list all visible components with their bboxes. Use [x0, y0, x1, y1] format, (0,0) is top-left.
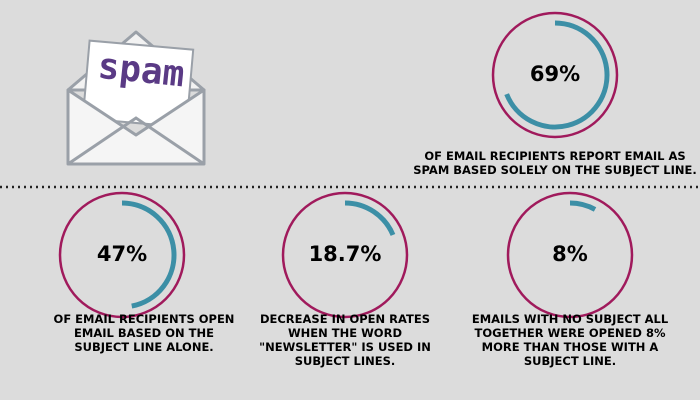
stat-description: OF EMAIL RECIPIENTS REPORT EMAIL AS: [424, 149, 685, 163]
stat-description: "NEWSLETTER" IS USED IN: [259, 340, 431, 354]
stat-description: DECREASE IN OPEN RATES: [260, 312, 430, 326]
stat-description: SUBJECT LINES.: [295, 354, 396, 368]
envelope-icon: spam: [66, 30, 206, 166]
progress-arc: [344, 200, 396, 236]
progress-arc: [504, 20, 610, 130]
icon-text: spam: [96, 46, 187, 96]
ring: [281, 191, 409, 319]
progress-arc: [569, 200, 597, 212]
stat-value: 8%: [552, 242, 588, 266]
stat-description: OF EMAIL RECIPIENTS OPEN: [54, 312, 235, 326]
stat-description: MORE THAN THOSE WITH A: [482, 340, 659, 354]
progress-arc: [121, 200, 177, 309]
stat-value: 47%: [97, 242, 147, 266]
ring: [491, 11, 619, 139]
stat-description: SUBJECT LINE.: [524, 354, 616, 368]
stat-description: WHEN THE WORD: [288, 326, 402, 340]
stat-description: TOGETHER WERE OPENED 8%: [475, 326, 666, 340]
stat-description: SUBJECT LINE ALONE.: [74, 340, 213, 354]
stat-value: 18.7%: [309, 242, 382, 266]
stat-description: SPAM BASED SOLELY ON THE SUBJECT LINE.: [413, 163, 696, 177]
stat-description: EMAIL BASED ON THE: [74, 326, 214, 340]
ring: [58, 191, 186, 319]
stat-description: EMAILS WITH NO SUBJECT ALL: [472, 312, 669, 326]
ring: [506, 191, 634, 319]
stat-value: 69%: [530, 62, 580, 86]
